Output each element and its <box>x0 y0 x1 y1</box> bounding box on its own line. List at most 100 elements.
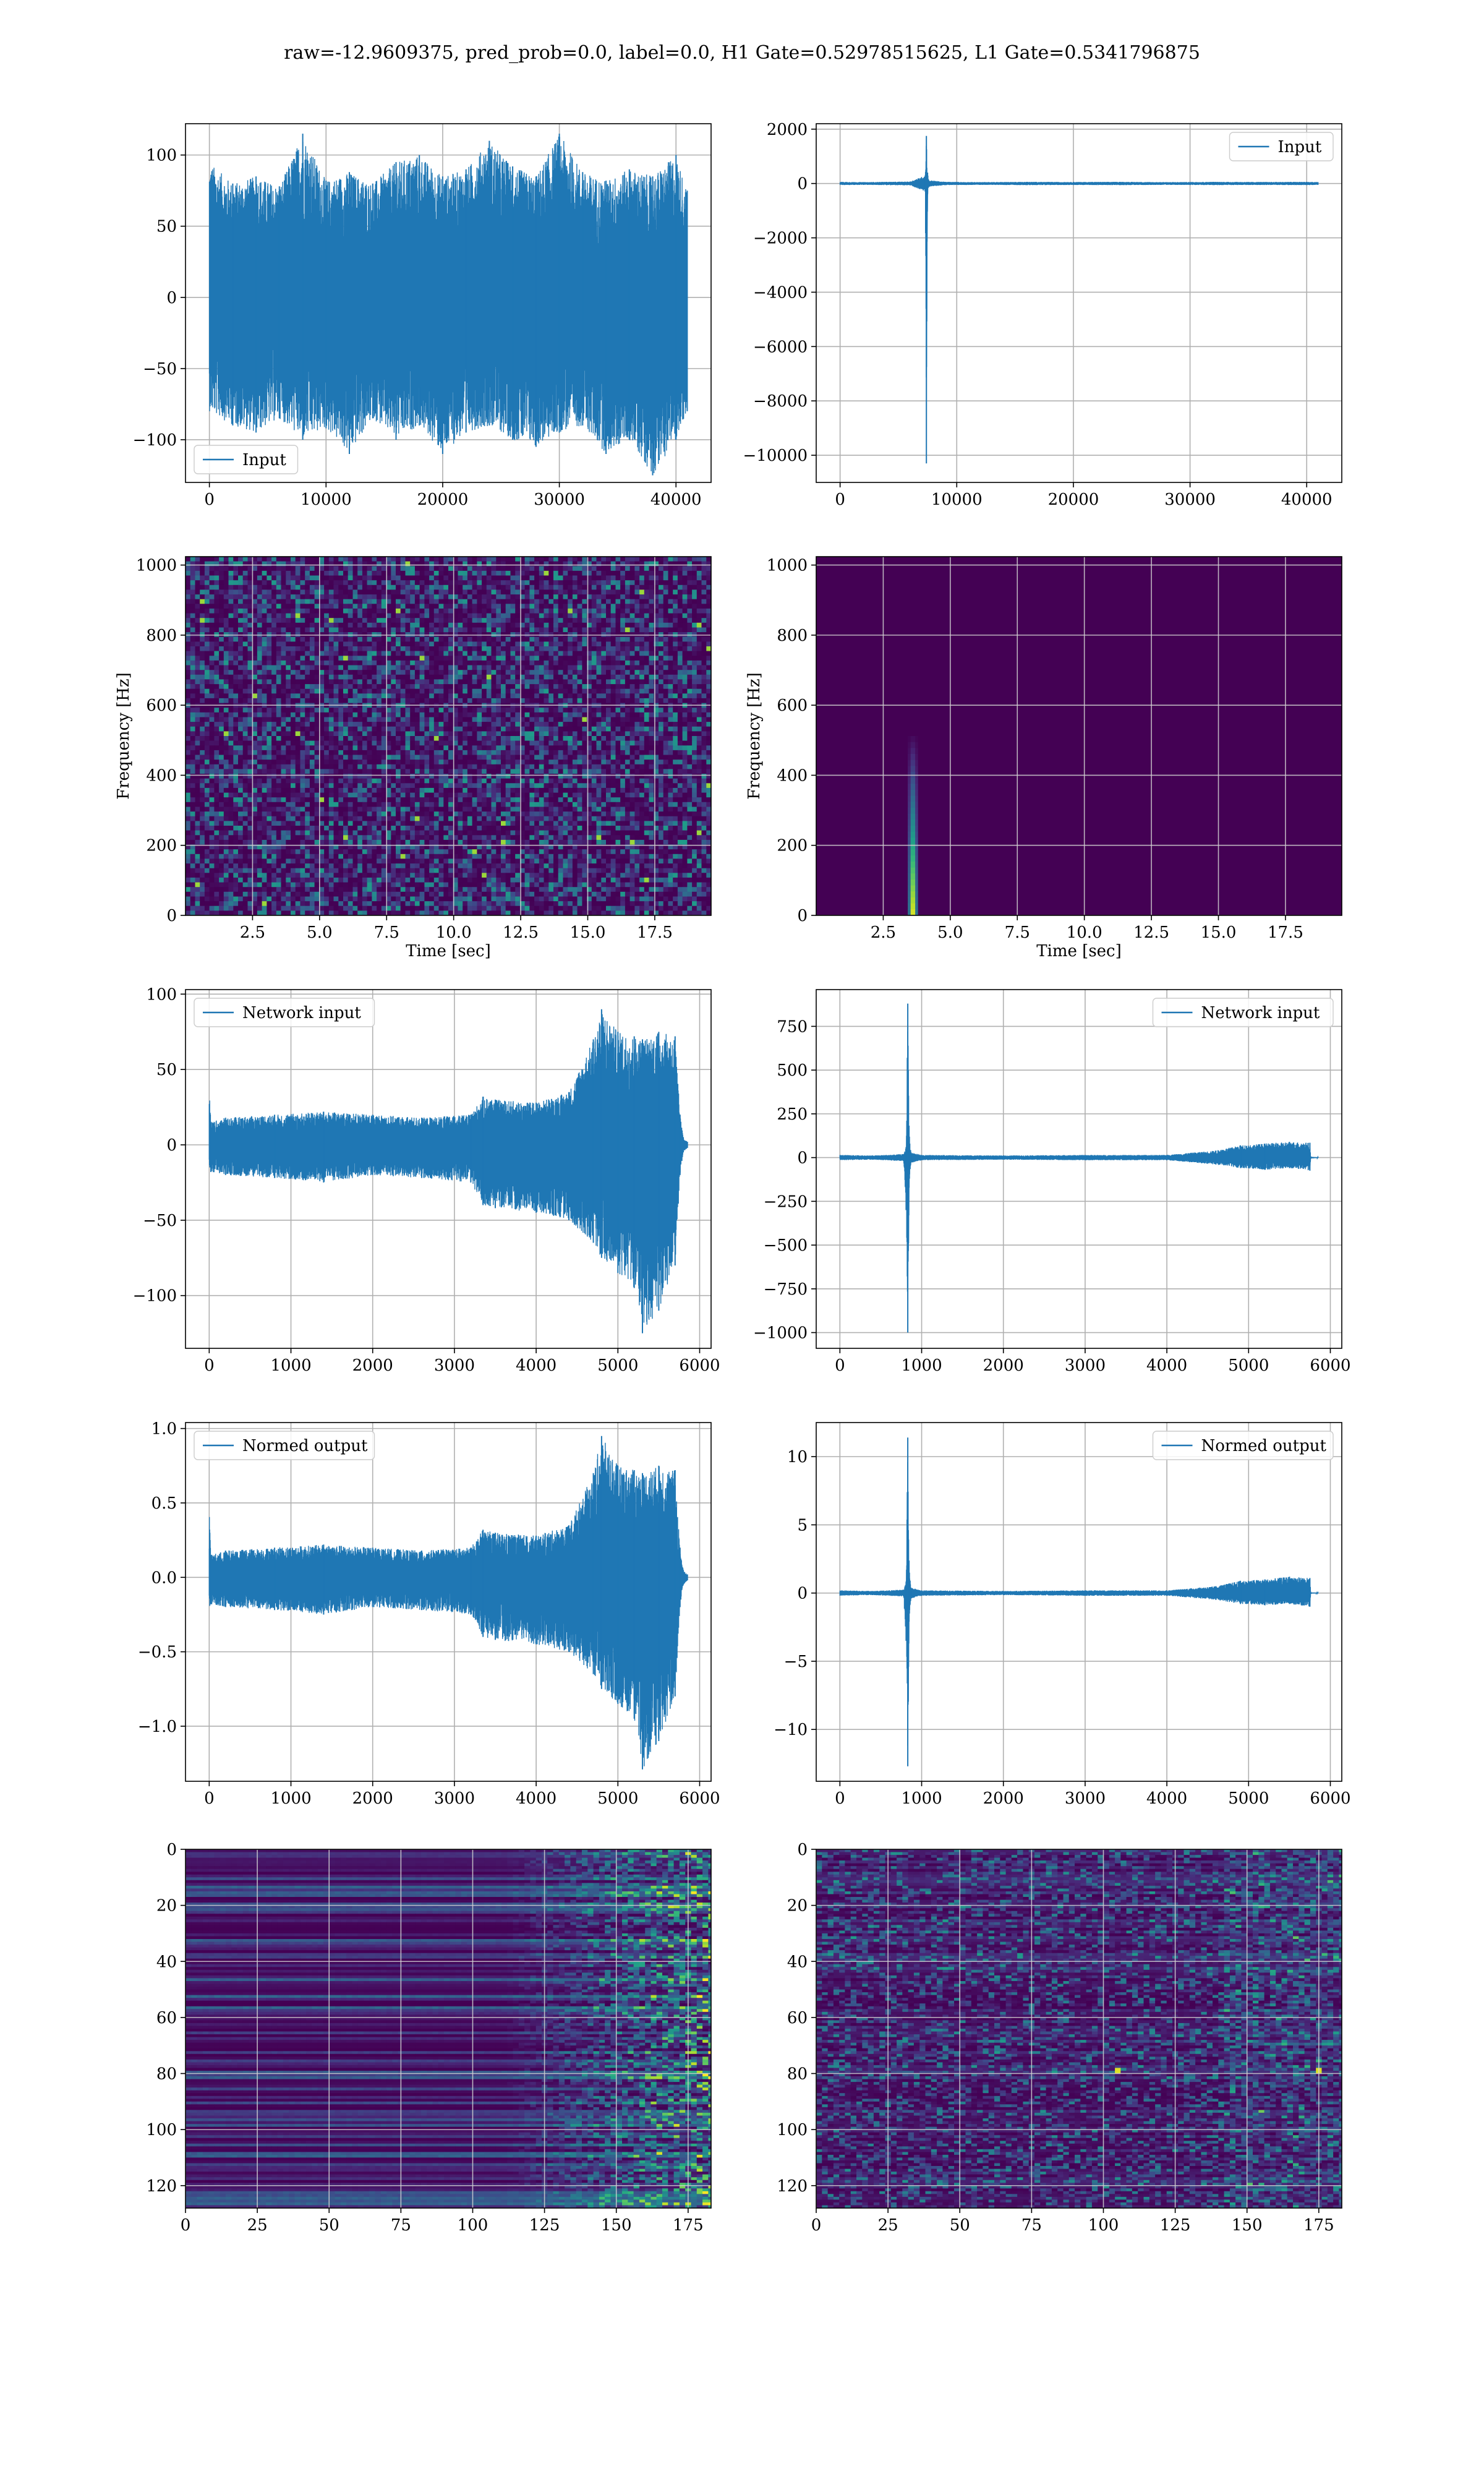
x-tick-label: 4000 <box>516 1789 556 1808</box>
x-tick-label: 7.5 <box>1005 923 1030 942</box>
x-tick-label: 1000 <box>270 1789 311 1808</box>
y-tick-label: 0 <box>166 907 177 925</box>
legend-label: Network input <box>1201 1004 1320 1022</box>
x-tick-label: 5.0 <box>937 923 963 942</box>
y-tick-label: −8000 <box>753 392 808 411</box>
x-tick-label: 175 <box>673 2216 704 2235</box>
y-tick-label: 50 <box>156 218 177 236</box>
axes-frame <box>185 1422 712 1782</box>
legend: Normed output <box>1152 1431 1334 1460</box>
y-tick-label: −100 <box>133 1287 177 1306</box>
x-tick-label: 2000 <box>983 1356 1024 1375</box>
axes-frame <box>816 556 1342 916</box>
legend-box <box>194 445 299 474</box>
x-tick-label: 17.5 <box>1268 923 1303 942</box>
x-tick-label: 3000 <box>1065 1356 1106 1375</box>
series-path <box>839 1031 1319 1292</box>
x-tick-label: 20000 <box>1048 490 1099 509</box>
x-tick-label: 4000 <box>1146 1789 1187 1808</box>
x-tick-label: 3000 <box>434 1789 475 1808</box>
y-tick-label: −4000 <box>753 283 808 302</box>
legend-label: Normed output <box>242 1437 368 1455</box>
y-tick-label: 40 <box>787 1953 808 1971</box>
y-tick-label: 20 <box>156 1897 177 1915</box>
series-line <box>208 134 688 476</box>
x-tick-label: 10000 <box>931 490 983 509</box>
series-path <box>208 135 688 474</box>
chart-l1-normed-output: 0 1000 2000 3000 4000 5000 6000 −10 −5 0 5 10 Normed… <box>774 1422 1351 1808</box>
x-tick-label: 17.5 <box>637 923 673 942</box>
plot-area <box>816 124 1342 482</box>
y-tick-label: 600 <box>146 696 177 715</box>
x-tick-label: 50 <box>319 2216 339 2235</box>
y-tick-label: 80 <box>787 2065 808 2084</box>
chart-l1-spectrogram: 2.5 5.0 7.5 10.0 12.5 15.0 17.5 0 200 400 600 800 10… <box>745 556 1342 961</box>
y-tick-label: −1.0 <box>138 1718 177 1736</box>
x-tick-label: 25 <box>878 2216 898 2235</box>
x-tick-label: 0 <box>835 490 845 509</box>
axes-frame <box>185 989 712 1349</box>
x-tick-label: 6000 <box>1310 1356 1350 1375</box>
y-tick-label: 500 <box>777 1061 808 1080</box>
axes-frame <box>816 1849 1342 2209</box>
x-tick-label: 25 <box>247 2216 268 2235</box>
heatmap-image <box>186 557 711 915</box>
y-tick-label: −10 <box>774 1721 808 1739</box>
y-tick-label: 60 <box>156 2009 177 2027</box>
y-tick-label: 200 <box>777 837 808 855</box>
chart-h1-network-input: 0 1000 2000 3000 4000 5000 6000 −100 −50 0 50 100 Ne… <box>133 985 720 1375</box>
axes-frame <box>185 1849 712 2209</box>
y-tick-label: −500 <box>764 1236 808 1255</box>
x-tick-label: 40000 <box>1281 490 1333 509</box>
y-tick-label: 1000 <box>136 557 177 575</box>
y-tick-label: 0 <box>797 1585 808 1603</box>
x-tick-label: 0 <box>835 1789 845 1808</box>
y-tick-label: −750 <box>764 1280 808 1299</box>
legend-box <box>1152 1431 1334 1460</box>
x-tick-label: 6000 <box>679 1789 720 1808</box>
y-tick-label: 2000 <box>767 121 808 139</box>
heatmap-image <box>816 1849 1342 2208</box>
series-path <box>839 145 1319 445</box>
x-tick-label: 15.0 <box>1201 923 1237 942</box>
heatmap-image <box>186 1849 711 2208</box>
x-tick-label: 1000 <box>901 1789 942 1808</box>
x-tick-label: 125 <box>1160 2216 1191 2235</box>
heatmap-image <box>816 557 1342 915</box>
legend-box <box>194 1431 375 1460</box>
y-tick-label: 0 <box>797 1149 808 1168</box>
legend-label: Normed output <box>1201 1437 1327 1455</box>
series-line <box>839 135 1319 464</box>
y-tick-label: −1000 <box>753 1324 808 1343</box>
series-line <box>208 1009 688 1333</box>
y-tick-label: 0 <box>166 1841 177 1859</box>
y-tick-label: 20 <box>787 1897 808 1915</box>
x-tick-label: 10000 <box>301 490 352 509</box>
y-tick-label: 0.5 <box>151 1494 177 1513</box>
legend-box <box>194 998 375 1027</box>
legend: Input <box>1229 132 1334 161</box>
y-tick-label: 120 <box>777 2177 808 2196</box>
x-tick-label: 75 <box>391 2216 411 2235</box>
x-tick-label: 0 <box>835 1356 845 1375</box>
legend-label: Input <box>242 451 286 469</box>
y-tick-label: 0 <box>797 1841 808 1859</box>
x-tick-label: 3000 <box>1065 1789 1106 1808</box>
y-tick-label: 40 <box>156 1953 177 1971</box>
axes-frame <box>816 123 1342 483</box>
x-tick-label: 6000 <box>1310 1789 1350 1808</box>
series-line <box>839 1437 1319 1766</box>
x-tick-label: 5000 <box>1228 1789 1269 1808</box>
y-tick-label: 1000 <box>767 557 808 575</box>
y-tick-label: 750 <box>777 1017 808 1036</box>
y-tick-label: 0 <box>166 289 177 307</box>
y-tick-label: 100 <box>146 2121 177 2139</box>
legend: Normed output <box>194 1431 375 1460</box>
axes-frame <box>816 1422 1342 1782</box>
y-tick-label: −250 <box>764 1192 808 1211</box>
y-tick-label: −5 <box>784 1653 808 1671</box>
x-tick-label: 100 <box>458 2216 488 2235</box>
y-tick-label: 120 <box>146 2177 177 2196</box>
chart-h1-input: 0 10000 20000 30000 40000 −100 −50 0 50 100 Input <box>133 123 712 509</box>
